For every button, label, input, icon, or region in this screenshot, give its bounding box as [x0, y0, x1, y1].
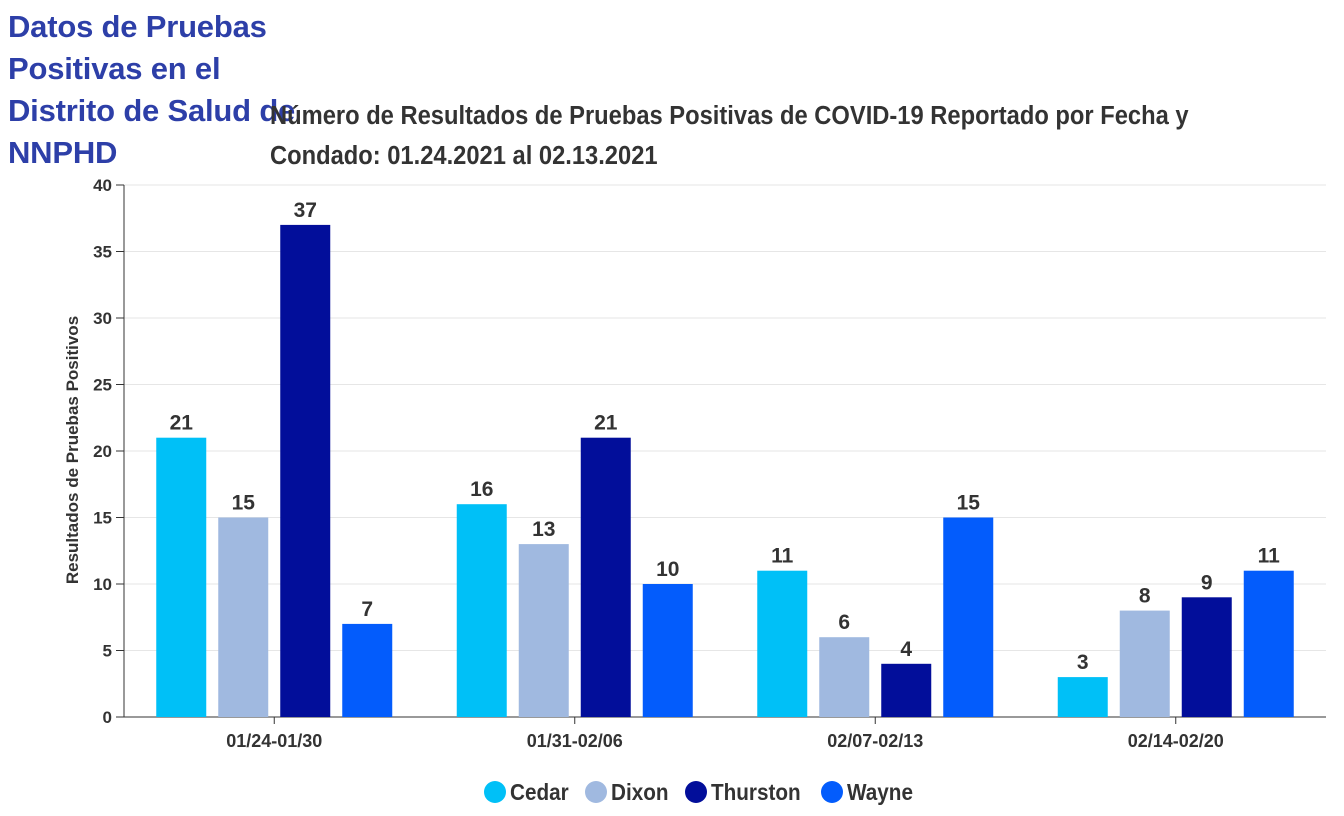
data-label: 3 [1077, 651, 1089, 674]
axes: 0 5 10 15 20 25 30 35 40 01/24-01/30 01/31-02/06 02… [93, 176, 1326, 751]
chart-title: Número de Resultados de Pruebas Positiva… [270, 102, 1189, 170]
bar-dixon[interactable] [218, 517, 269, 718]
bar-wayne[interactable] [1243, 570, 1294, 717]
y-tick-label: 40 [93, 176, 112, 195]
bar-wayne[interactable] [642, 584, 693, 717]
legend-label: Thurston [711, 778, 801, 805]
legend-item-thurston[interactable]: Thurston [685, 779, 811, 806]
legend-item-wayne[interactable]: Wayne [820, 778, 920, 806]
bar-dixon[interactable] [1119, 610, 1170, 717]
legend-label: Dixon [611, 778, 669, 805]
bar-wayne[interactable] [943, 517, 994, 718]
data-label: 8 [1139, 585, 1151, 608]
y-tick-label: 0 [103, 708, 112, 727]
bar-cedar[interactable] [456, 504, 507, 717]
bar-cedar[interactable] [757, 570, 808, 717]
data-label: 21 [594, 412, 618, 435]
data-label: 16 [470, 478, 493, 501]
legend-swatch [685, 781, 708, 803]
data-label: 7 [361, 598, 373, 621]
x-tick-label: 02/14-02/20 [1128, 731, 1224, 751]
data-label: 13 [532, 518, 555, 541]
data-label: 11 [1258, 545, 1281, 568]
y-tick-label: 20 [93, 442, 112, 461]
data-label: 15 [957, 492, 981, 515]
data-label: 11 [771, 545, 794, 568]
bar-cedar[interactable] [156, 437, 207, 717]
y-tick-label: 5 [103, 642, 112, 661]
x-tick-label: 01/31-02/06 [527, 731, 623, 751]
y-tick-label: 25 [93, 376, 112, 395]
y-tick-label: 30 [93, 309, 112, 328]
legend: Cedar Dixon Thurston Wayne [0, 776, 1344, 808]
legend-swatch [820, 781, 843, 803]
bar-dixon[interactable] [819, 637, 870, 717]
data-label: 4 [900, 638, 912, 661]
bar-dixon[interactable] [518, 544, 569, 717]
legend-swatch [483, 781, 506, 803]
legend-label: Wayne [846, 778, 913, 805]
legend-label: Cedar [509, 778, 569, 805]
data-label: 6 [838, 611, 850, 634]
data-label: 21 [170, 412, 194, 435]
bar-thurston[interactable] [580, 437, 631, 717]
data-label: 15 [232, 492, 256, 515]
page-heading: Datos de Pruebas Positivas en el Distrit… [8, 9, 296, 170]
bar-cedar[interactable] [1057, 677, 1108, 717]
x-tick-label: 02/07-02/13 [827, 731, 923, 751]
bars [156, 224, 1294, 718]
bar-thurston[interactable] [881, 663, 932, 717]
legend-item-cedar[interactable]: Cedar [483, 778, 575, 806]
bar-thurston[interactable] [1181, 597, 1232, 717]
legend-swatch [585, 781, 608, 803]
data-label: 10 [656, 558, 679, 581]
y-axis-title: Resultados de Pruebas Positivos [63, 316, 82, 584]
y-tick-label: 10 [93, 575, 112, 594]
bar-thurston[interactable] [280, 224, 331, 717]
y-tick-label: 35 [93, 243, 112, 262]
bar-wayne[interactable] [342, 623, 393, 717]
legend-item-dixon[interactable]: Dixon [585, 779, 675, 806]
data-label: 37 [294, 199, 317, 222]
x-tick-label: 01/24-01/30 [226, 731, 322, 751]
y-tick-label: 15 [93, 509, 112, 528]
data-label: 9 [1201, 571, 1213, 594]
data-labels: 21 15 37 7 16 13 21 10 11 6 4 15 3 8 9 11 [170, 199, 1281, 674]
